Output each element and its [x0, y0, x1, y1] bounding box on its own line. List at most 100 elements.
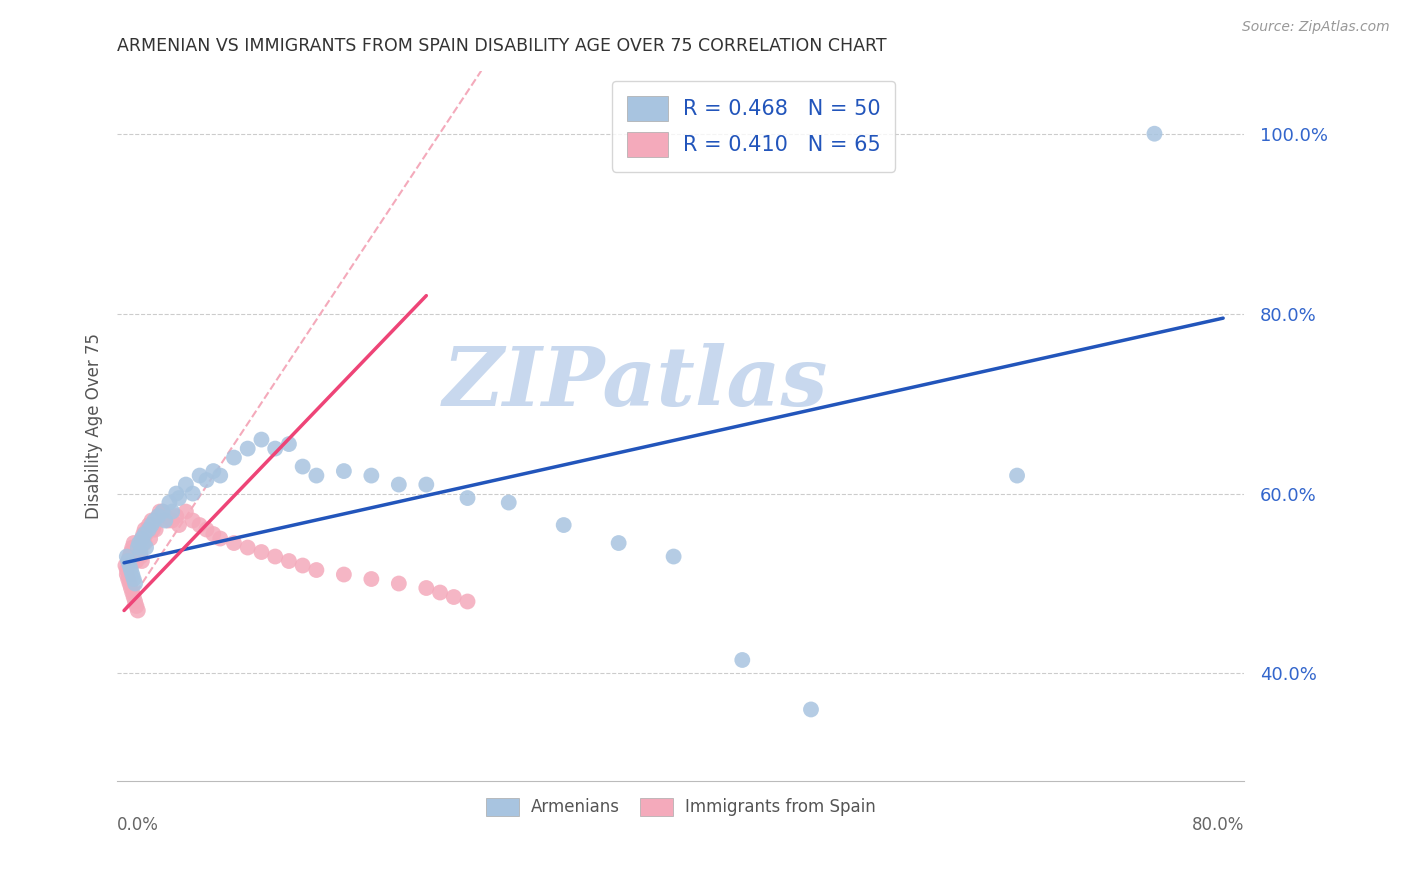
Point: [118, 558, 141, 573]
Point: [145, 523, 167, 537]
Point: [131, 532, 153, 546]
Point: [1143, 127, 1166, 141]
Point: [457, 594, 479, 608]
Point: [553, 518, 575, 533]
Point: [457, 491, 479, 505]
Point: [127, 549, 149, 564]
Point: [117, 554, 139, 568]
Point: [195, 473, 218, 487]
Point: [138, 523, 160, 537]
Point: [124, 576, 146, 591]
Point: [236, 541, 259, 555]
Point: [167, 518, 190, 533]
Point: [148, 509, 170, 524]
Point: [131, 532, 153, 546]
Point: [188, 468, 211, 483]
Point: [222, 536, 245, 550]
Point: [202, 527, 225, 541]
Point: [360, 468, 382, 483]
Point: [360, 572, 382, 586]
Point: [333, 464, 356, 478]
Point: [134, 536, 156, 550]
Point: [143, 518, 166, 533]
Point: [160, 514, 183, 528]
Point: [138, 518, 160, 533]
Point: [157, 495, 180, 509]
Point: [333, 567, 356, 582]
Point: [202, 464, 225, 478]
Point: [132, 527, 155, 541]
Point: [152, 504, 174, 518]
Point: [143, 514, 166, 528]
Point: [120, 581, 142, 595]
Y-axis label: Disability Age Over 75: Disability Age Over 75: [86, 333, 103, 519]
Point: [152, 504, 174, 518]
Point: [125, 554, 148, 568]
Point: [149, 504, 172, 518]
Point: [114, 558, 136, 573]
Point: [128, 541, 150, 555]
Point: [115, 549, 138, 564]
Legend: Armenians, Immigrants from Spain: Armenians, Immigrants from Spain: [479, 791, 882, 822]
Point: [135, 541, 157, 555]
Point: [141, 518, 163, 533]
Point: [662, 549, 685, 564]
Point: [121, 585, 143, 599]
Point: [142, 523, 165, 537]
Point: [236, 442, 259, 456]
Point: [118, 549, 141, 564]
Point: [132, 536, 155, 550]
Point: [134, 523, 156, 537]
Point: [277, 437, 299, 451]
Point: [181, 486, 204, 500]
Text: 0.0%: 0.0%: [117, 815, 159, 833]
Point: [174, 504, 197, 518]
Point: [120, 563, 142, 577]
Point: [388, 576, 411, 591]
Point: [122, 572, 145, 586]
Point: [121, 567, 143, 582]
Point: [800, 702, 823, 716]
Point: [157, 514, 180, 528]
Point: [115, 567, 138, 582]
Point: [291, 558, 314, 573]
Point: [118, 576, 141, 591]
Text: ARMENIAN VS IMMIGRANTS FROM SPAIN DISABILITY AGE OVER 75 CORRELATION CHART: ARMENIAN VS IMMIGRANTS FROM SPAIN DISABI…: [117, 37, 887, 55]
Point: [181, 514, 204, 528]
Point: [128, 536, 150, 550]
Point: [388, 477, 411, 491]
Point: [167, 491, 190, 505]
Point: [139, 532, 162, 546]
Point: [136, 523, 159, 537]
Text: ZIPatlas: ZIPatlas: [443, 343, 828, 424]
Point: [129, 549, 152, 564]
Point: [115, 563, 138, 577]
Point: [135, 527, 157, 541]
Point: [117, 554, 139, 568]
Point: [129, 545, 152, 559]
Point: [121, 541, 143, 555]
Point: [165, 509, 187, 524]
Point: [498, 495, 520, 509]
Point: [1005, 468, 1028, 483]
Point: [277, 554, 299, 568]
Point: [122, 536, 145, 550]
Point: [155, 509, 177, 524]
Point: [148, 509, 170, 524]
Point: [129, 536, 152, 550]
Text: Source: ZipAtlas.com: Source: ZipAtlas.com: [1241, 20, 1389, 34]
Point: [120, 545, 142, 559]
Point: [264, 549, 287, 564]
Point: [134, 527, 156, 541]
Text: 80.0%: 80.0%: [1191, 815, 1244, 833]
Point: [415, 581, 437, 595]
Point: [209, 532, 232, 546]
Point: [128, 545, 150, 559]
Point: [195, 523, 218, 537]
Point: [117, 572, 139, 586]
Point: [141, 514, 163, 528]
Point: [125, 599, 148, 613]
Point: [155, 514, 177, 528]
Point: [188, 518, 211, 533]
Point: [429, 585, 451, 599]
